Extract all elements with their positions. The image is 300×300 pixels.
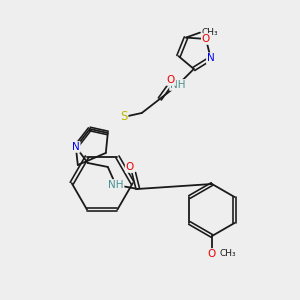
Text: O: O: [126, 162, 134, 172]
Text: S: S: [120, 110, 127, 124]
Text: NH: NH: [108, 180, 124, 190]
Text: O: O: [167, 75, 175, 85]
Text: O: O: [202, 34, 210, 44]
Text: N: N: [207, 53, 214, 63]
Text: CH₃: CH₃: [220, 250, 237, 259]
Text: NH: NH: [170, 80, 186, 90]
Text: N: N: [72, 142, 80, 152]
Text: CH₃: CH₃: [202, 28, 219, 37]
Text: O: O: [208, 249, 216, 259]
